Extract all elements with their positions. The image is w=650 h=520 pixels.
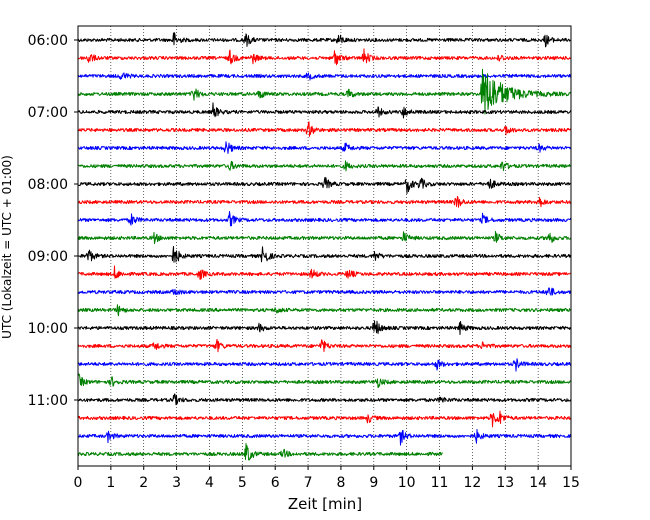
y-axis-ticks: 06:00 07:00 08:00 09:00 10:00 11:00 — [28, 33, 78, 409]
x-tick-label: 15 — [562, 475, 580, 491]
seismic-trace-0630 — [77, 72, 572, 81]
seismic-trace-1130 — [77, 429, 572, 446]
plot-frame — [77, 25, 572, 467]
seismic-trace-0600 — [77, 32, 571, 48]
x-tick-label: 9 — [369, 475, 378, 491]
x-tick-label: 6 — [271, 475, 280, 491]
seismic-trace-0800 — [77, 176, 572, 194]
seismic-trace-0845 — [77, 230, 572, 245]
seismic-trace-1015 — [77, 338, 572, 353]
y-axis-label: UTC (Lokalzeit = UTC + 01:00) — [0, 155, 14, 339]
seismic-trace-0815 — [77, 195, 572, 208]
seismic-trace-0915 — [77, 265, 572, 280]
x-tick-label: 2 — [139, 475, 148, 491]
x-tick-label: 4 — [205, 475, 214, 491]
seismic-trace-1000 — [77, 320, 572, 335]
x-axis-ticks: 0 1 2 3 4 5 6 7 8 9 10 11 12 13 14 15 — [74, 466, 580, 491]
seismic-trace-1045 — [77, 372, 572, 388]
x-tick-label: 11 — [431, 475, 449, 491]
y-tick-label: 10:00 — [28, 321, 68, 337]
x-tick-label: 5 — [238, 475, 247, 491]
y-tick-label: 09:00 — [28, 249, 68, 265]
seismic-trace-1115 — [77, 410, 572, 428]
x-tick-label: 14 — [529, 475, 547, 491]
y-tick-label: 06:00 — [28, 33, 68, 49]
seismic-trace-0700 — [77, 102, 572, 119]
x-tick-label: 13 — [496, 475, 514, 491]
y-tick-label: 07:00 — [28, 105, 68, 121]
seismic-trace-1030 — [77, 358, 572, 372]
seismic-trace-0645 — [77, 68, 572, 115]
seismic-trace-0830 — [77, 211, 572, 227]
x-tick-label: 7 — [304, 475, 313, 491]
y-tick-label: 08:00 — [28, 177, 68, 193]
y-tick-label: 11:00 — [28, 393, 68, 409]
grid-lines — [110, 26, 539, 466]
x-tick-label: 0 — [74, 475, 83, 491]
seismic-trace-0745 — [77, 160, 572, 172]
x-tick-label: 10 — [398, 475, 416, 491]
seismic-trace-0945 — [77, 304, 572, 317]
x-tick-label: 1 — [106, 475, 115, 491]
seismic-traces — [77, 32, 572, 461]
x-axis-label: Zeit [min] — [288, 495, 362, 513]
x-tick-label: 12 — [463, 475, 481, 491]
seismic-trace-0900 — [77, 246, 572, 263]
seismic-trace-1145 — [77, 443, 443, 461]
seismic-trace-0615 — [77, 48, 572, 66]
seismic-trace-0715 — [77, 121, 572, 137]
x-tick-label: 3 — [172, 475, 181, 491]
seismic-trace-1100 — [77, 393, 572, 406]
seismic-trace-0730 — [77, 141, 572, 154]
seismic-trace-0930 — [77, 287, 572, 296]
x-tick-label: 8 — [336, 475, 345, 491]
